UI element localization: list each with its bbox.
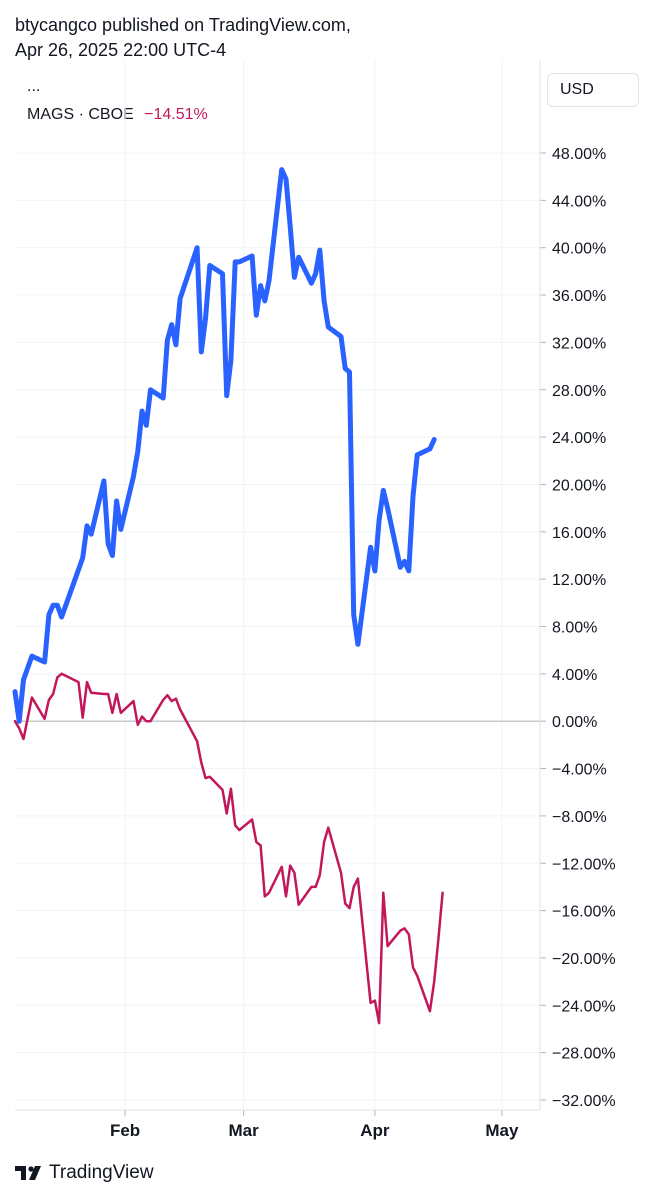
y-tick-label: 40.00%	[552, 241, 606, 258]
y-tick-label: 20.00%	[552, 477, 606, 494]
y-tick-label: 8.00%	[552, 620, 597, 637]
y-tick-label: −12.00%	[552, 856, 616, 873]
y-tick-label: 48.00%	[552, 146, 606, 163]
y-tick-label: −16.00%	[552, 904, 616, 921]
y-tick-label: 24.00%	[552, 430, 606, 447]
currency-selector[interactable]: USD	[547, 73, 639, 107]
x-tick-label: Apr	[360, 1121, 390, 1140]
y-tick-label: 0.00%	[552, 714, 597, 731]
y-tick-label: 36.00%	[552, 288, 606, 305]
y-tick-label: −24.00%	[552, 998, 616, 1015]
legend-symbol-row[interactable]: MAGS · CBOE −14.51%	[27, 106, 208, 124]
tradingview-logo-icon	[15, 1166, 41, 1180]
y-tick-label: 12.00%	[552, 572, 606, 589]
y-tick-label: 44.00%	[552, 193, 606, 210]
y-tick-label: −4.00%	[552, 762, 607, 779]
y-axis[interactable]: 48.00% 44.00% 40.00% 36.00% 32.00% 28.00% 24.0…	[539, 60, 616, 1110]
y-tick-label: −8.00%	[552, 809, 607, 826]
grid	[15, 60, 540, 1110]
y-tick-label: 28.00%	[552, 383, 606, 400]
x-tick-label: May	[485, 1121, 519, 1140]
tradingview-brand: TradingView	[49, 1162, 154, 1183]
y-tick-label: −32.00%	[552, 1093, 616, 1110]
blue-series-line	[12, 167, 437, 724]
x-tick-label: Mar	[229, 1121, 260, 1140]
comparison-chart[interactable]: 48.00% 44.00% 40.00% 36.00% 32.00% 28.00% 24.0…	[0, 0, 662, 1150]
y-tick-label: −20.00%	[552, 951, 616, 968]
published-date: Apr 26, 2025 22:00 UTC-4	[15, 40, 227, 60]
x-tick-label: Feb	[110, 1121, 140, 1140]
mags-series-line	[13, 672, 444, 1025]
legend-change: −14.51%	[144, 106, 208, 123]
y-tick-label: 16.00%	[552, 525, 606, 542]
y-tick-label: −28.00%	[552, 1046, 616, 1063]
tradingview-logo[interactable]: TradingView	[15, 1162, 154, 1184]
legend-more-button[interactable]: ...	[27, 78, 41, 95]
y-tick-label: 32.00%	[552, 335, 606, 352]
x-axis[interactable]: Feb Mar Apr May	[15, 1109, 540, 1140]
series-lines	[12, 167, 444, 1025]
legend-symbol: MAGS · CBOE	[27, 106, 134, 123]
y-tick-label: 4.00%	[552, 667, 597, 684]
publisher-line: btycangco published on TradingView.com,	[15, 15, 351, 35]
